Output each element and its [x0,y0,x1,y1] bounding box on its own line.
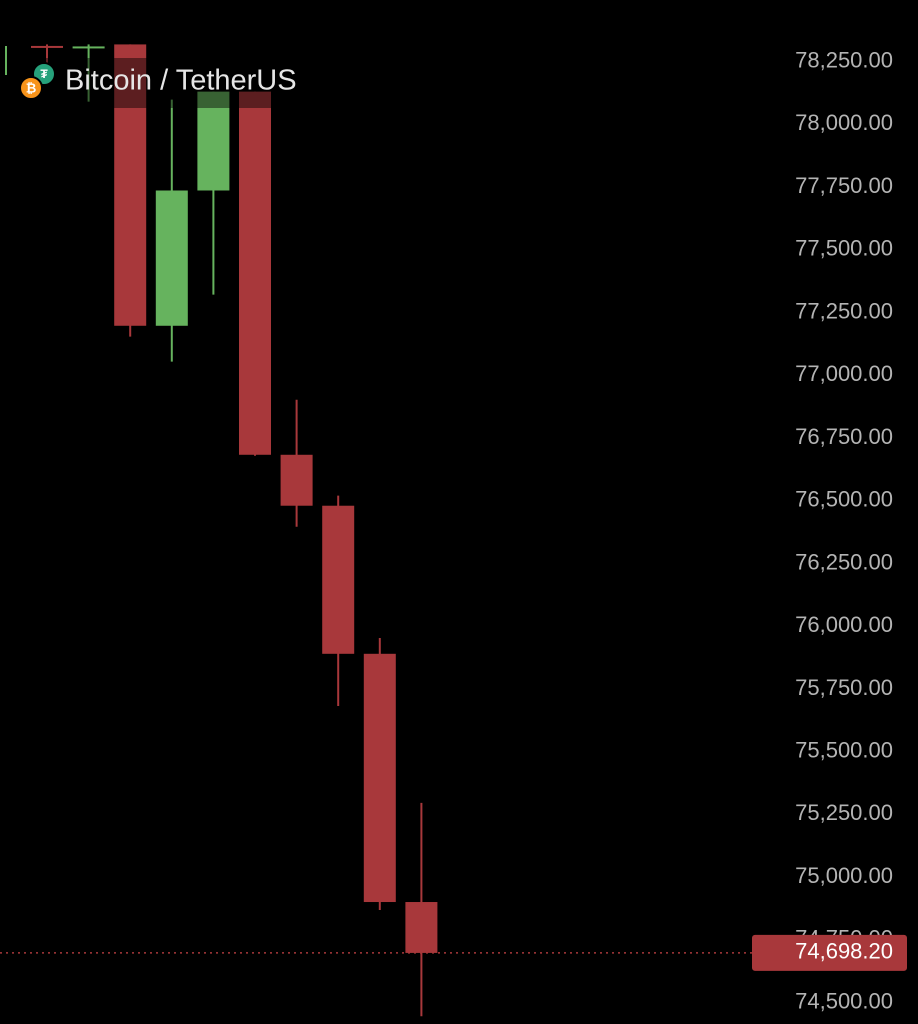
y-tick-label: 74,500.00 [795,988,893,1013]
candle-body [114,44,147,326]
y-tick-label: 78,250.00 [795,47,893,72]
candle-body [155,190,188,326]
y-tick-label: 77,250.00 [795,298,893,323]
y-tick-label: 75,250.00 [795,800,893,825]
title-backdrop [0,58,345,108]
candle-body [405,902,438,953]
chart-title: Bitcoin / TetherUS [65,65,297,97]
last-price-label: 74,698.20 [795,939,893,964]
candle-body [239,91,271,455]
candle-body [363,653,396,903]
y-tick-label: 77,750.00 [795,173,893,198]
candle-body [72,46,105,49]
plot-area: 78,250.00 78,000.00 77,750.00 77,500.00 77,2… [31,44,893,1017]
bitcoin-icon [19,76,43,100]
y-tick-label: 75,500.00 [795,737,893,762]
candle-body [322,505,355,654]
y-tick-label: 75,750.00 [795,675,893,700]
candle-body [280,454,313,506]
bitcoin-icon-glyph: ₿ [26,80,37,95]
y-tick-label: 77,000.00 [795,361,893,386]
y-tick-label: 77,500.00 [795,236,893,261]
y-tick-label: 75,000.00 [795,863,893,888]
y-tick-label: 76,750.00 [795,424,893,449]
candle-body [31,45,63,48]
y-tick-label: 78,000.00 [795,110,893,135]
last-price-badge [752,934,907,971]
y-tick-label: 76,000.00 [795,612,893,637]
candle-body [197,91,230,191]
y-tick-label: 76,250.00 [795,549,893,574]
tether-icon-glyph: ₮ [40,67,48,81]
y-tick-label: 76,500.00 [795,487,893,512]
